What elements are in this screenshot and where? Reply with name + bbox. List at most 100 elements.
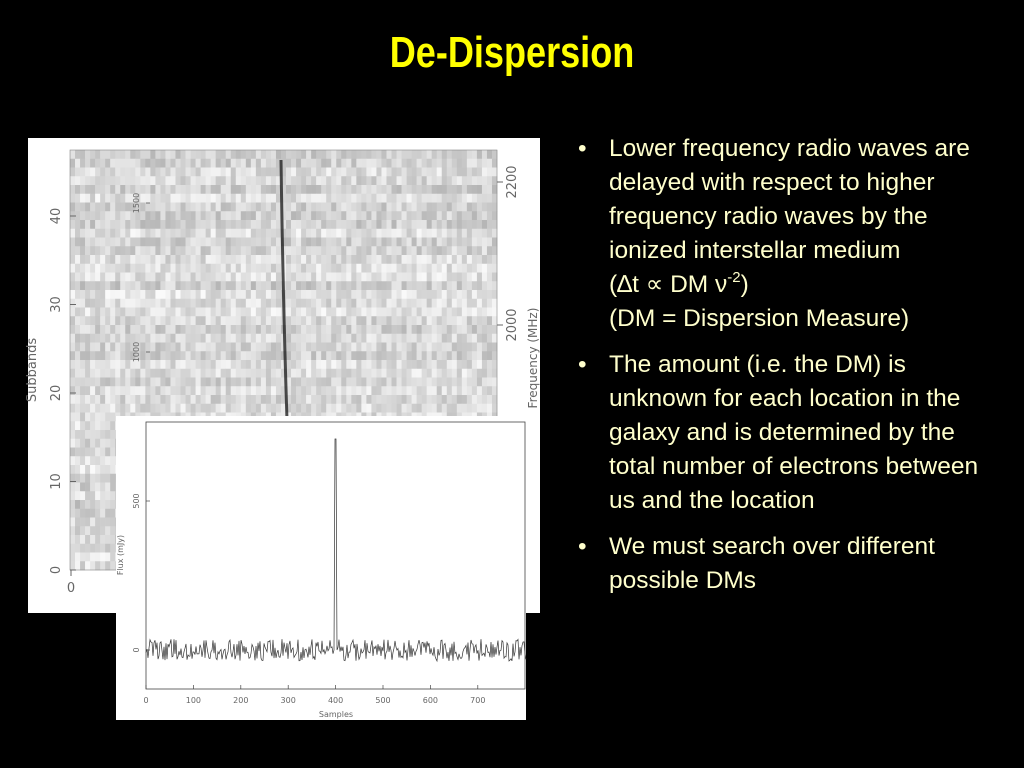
- waterfall-cell: [476, 176, 483, 186]
- waterfall-cell: [260, 351, 267, 361]
- waterfall-cell: [255, 298, 262, 308]
- waterfall-cell: [85, 517, 91, 527]
- waterfall-cell: [180, 307, 186, 317]
- waterfall-cell: [391, 193, 397, 203]
- waterfall-cell: [170, 325, 176, 335]
- waterfall-cell: [95, 482, 101, 492]
- waterfall-cell: [421, 342, 427, 352]
- waterfall-cell: [180, 351, 186, 361]
- waterfall-cell: [461, 342, 468, 352]
- waterfall-cell: [145, 368, 151, 378]
- waterfall-cell: [341, 263, 347, 273]
- waterfall-cell: [456, 185, 463, 195]
- waterfall-cell: [95, 290, 101, 300]
- waterfall-cell: [441, 272, 448, 282]
- waterfall-cell: [356, 403, 362, 413]
- bullet: Lower frequency radio waves are delayed …: [578, 132, 998, 336]
- waterfall-cell: [316, 263, 322, 273]
- waterfall-cell: [85, 482, 91, 492]
- waterfall-cell: [70, 430, 76, 440]
- waterfall-cell: [260, 193, 267, 203]
- waterfall-cell: [120, 307, 126, 317]
- waterfall-cell: [140, 395, 146, 405]
- waterfall-cell: [381, 351, 387, 361]
- waterfall-cell: [240, 255, 247, 265]
- waterfall-cell: [446, 360, 453, 370]
- waterfall-cell: [346, 167, 352, 177]
- waterfall-cell: [155, 246, 161, 256]
- waterfall-cell: [386, 150, 392, 160]
- waterfall-cell: [110, 421, 116, 431]
- waterfall-cell: [296, 290, 302, 300]
- waterfall-cell: [311, 342, 317, 352]
- waterfall-cell: [95, 272, 101, 282]
- waterfall-cell: [426, 263, 432, 273]
- waterfall-cell: [180, 263, 186, 273]
- waterfall-cell: [356, 263, 362, 273]
- waterfall-cell: [180, 150, 186, 160]
- waterfall-cell: [491, 255, 498, 265]
- waterfall-cell: [125, 176, 131, 186]
- waterfall-cell: [160, 386, 166, 396]
- waterfall-cell: [190, 167, 196, 177]
- waterfall-cell: [210, 263, 216, 273]
- waterfall-cell: [175, 211, 181, 221]
- waterfall-cell: [376, 211, 382, 221]
- waterfall-cell: [160, 193, 166, 203]
- waterfall-cell: [235, 360, 242, 370]
- waterfall-cell: [396, 237, 402, 247]
- waterfall-cell: [311, 193, 317, 203]
- y2-tick-label: 2000: [505, 308, 520, 341]
- waterfall-cell: [311, 158, 317, 168]
- waterfall-cell: [120, 193, 126, 203]
- waterfall-cell: [210, 395, 216, 405]
- waterfall-cell: [110, 360, 116, 370]
- waterfall-cell: [125, 377, 131, 387]
- waterfall-cell: [155, 325, 161, 335]
- waterfall-cell: [361, 307, 367, 317]
- waterfall-cell: [105, 246, 111, 256]
- waterfall-cell: [371, 298, 377, 308]
- waterfall-cell: [125, 193, 131, 203]
- waterfall-cell: [321, 272, 327, 282]
- waterfall-cell: [215, 237, 222, 247]
- waterfall-cell: [230, 263, 237, 273]
- waterfall-cell: [481, 202, 488, 212]
- waterfall-cell: [85, 167, 91, 177]
- waterfall-cell: [331, 316, 337, 326]
- waterfall-cell: [105, 150, 111, 160]
- waterfall-cell: [210, 255, 216, 265]
- waterfall-cell: [120, 237, 126, 247]
- waterfall-cell: [225, 255, 232, 265]
- waterfall-cell: [145, 211, 151, 221]
- waterfall-cell: [185, 316, 191, 326]
- waterfall-cell: [366, 377, 372, 387]
- waterfall-cell: [371, 395, 377, 405]
- waterfall-cell: [75, 325, 81, 335]
- waterfall-cell: [240, 220, 247, 230]
- waterfall-cell: [421, 325, 427, 335]
- waterfall-cell: [296, 307, 302, 317]
- waterfall-cell: [155, 202, 161, 212]
- waterfall-cell: [255, 167, 262, 177]
- waterfall-cell: [120, 150, 126, 160]
- waterfall-cell: [356, 185, 362, 195]
- waterfall-cell: [130, 333, 136, 343]
- waterfall-cell: [200, 272, 206, 282]
- waterfall-cell: [316, 307, 322, 317]
- waterfall-cell: [371, 342, 377, 352]
- bullet-text: We must search over different possible D…: [609, 533, 935, 594]
- waterfall-cell: [396, 377, 402, 387]
- waterfall-cell: [451, 237, 458, 247]
- waterfall-cell: [105, 290, 111, 300]
- waterfall-cell: [235, 368, 242, 378]
- waterfall-cell: [130, 185, 136, 195]
- waterfall-cell: [341, 202, 347, 212]
- waterfall-cell: [215, 263, 222, 273]
- waterfall-cell: [170, 316, 176, 326]
- waterfall-cell: [481, 325, 488, 335]
- waterfall-cell: [205, 351, 211, 361]
- waterfall-cell: [270, 360, 277, 370]
- waterfall-cell: [296, 333, 302, 343]
- waterfall-cell: [85, 342, 91, 352]
